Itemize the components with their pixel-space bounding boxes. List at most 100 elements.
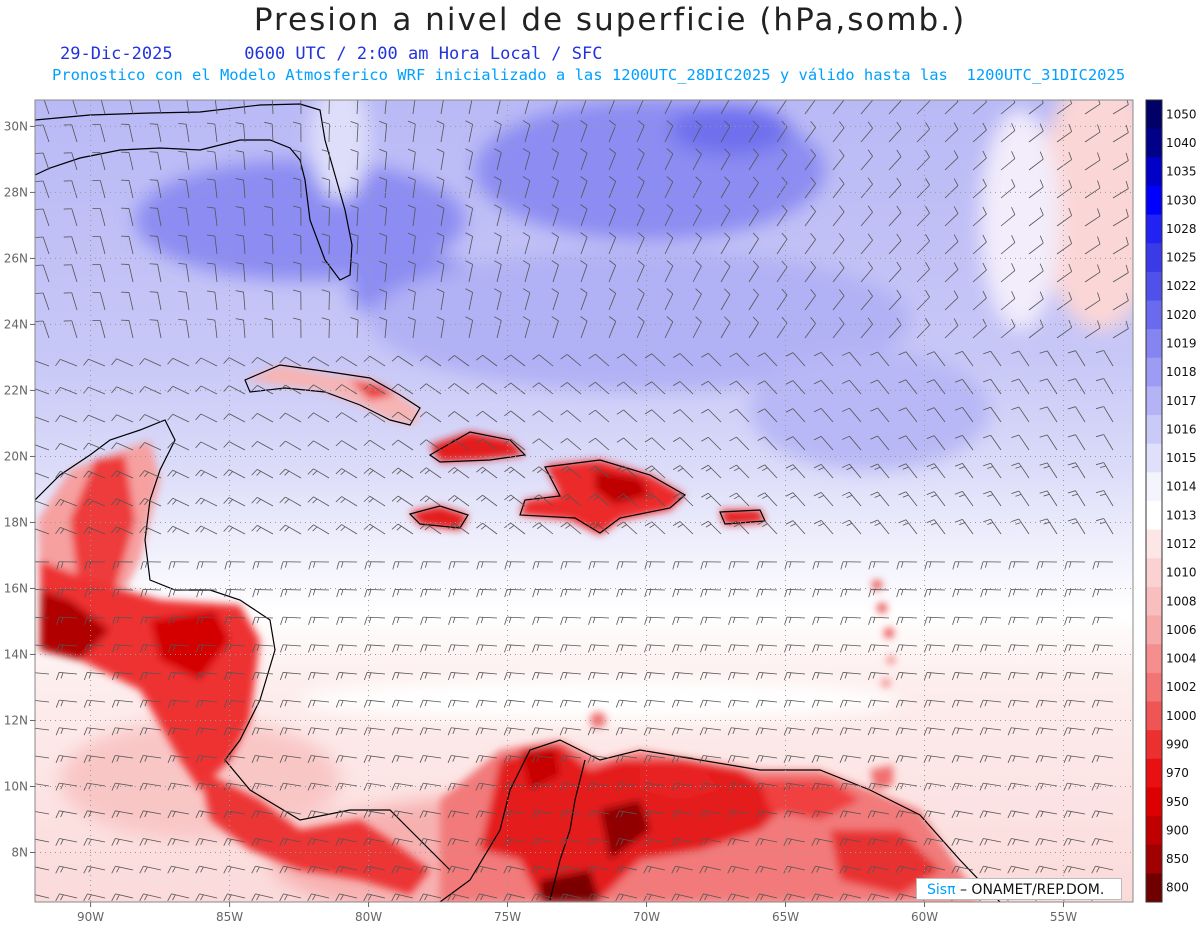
model-info-line: Pronostico con el Modelo Atmosferico WRF… xyxy=(52,66,1126,84)
wind-barb xyxy=(1000,235,1016,255)
wind-barb xyxy=(1028,207,1044,227)
wind-barb xyxy=(412,100,416,115)
wind-barb xyxy=(364,616,386,625)
wind-barb xyxy=(860,177,873,199)
wind-barb xyxy=(720,120,731,143)
wind-barb xyxy=(206,262,218,283)
wind-barb xyxy=(923,727,946,736)
wind-barb xyxy=(522,120,531,143)
wind-barb xyxy=(335,810,358,819)
wind-barb xyxy=(923,810,946,819)
wind-barb xyxy=(504,561,526,570)
wind-barb xyxy=(307,893,330,902)
wind-barb xyxy=(701,352,722,367)
wind-barb xyxy=(391,495,414,507)
wind-barb xyxy=(1112,292,1129,311)
wind-barb xyxy=(522,288,531,311)
colorbar-swatch xyxy=(1146,472,1162,502)
wind-barb xyxy=(1036,561,1058,570)
wind-barb xyxy=(419,865,442,874)
wind-barb xyxy=(587,699,610,708)
wind-barb xyxy=(664,288,674,311)
wind-barb xyxy=(812,616,834,625)
wind-barb xyxy=(279,524,302,535)
wind-barb xyxy=(436,316,445,339)
wind-barb xyxy=(1063,755,1086,763)
wind-barb xyxy=(700,644,722,653)
wind-barb xyxy=(813,352,834,367)
wind-barb xyxy=(701,380,722,395)
wind-barb xyxy=(748,204,759,227)
wind-barb xyxy=(842,407,862,423)
wind-barb xyxy=(475,672,498,681)
wind-barb xyxy=(867,727,890,736)
wind-barb xyxy=(420,616,442,625)
wind-barb xyxy=(206,290,218,311)
wind-barb xyxy=(63,236,78,255)
map-frame xyxy=(34,99,1134,903)
wind-barb xyxy=(494,232,502,255)
wind-barb xyxy=(1095,350,1114,367)
wind-barb xyxy=(616,437,638,451)
wind-barb xyxy=(279,755,302,763)
wind-barb xyxy=(139,526,162,535)
wind-barb xyxy=(532,589,554,598)
wind-barb xyxy=(1095,490,1114,507)
wind-barb xyxy=(888,177,902,199)
wind-barb xyxy=(643,672,666,681)
wind-barb xyxy=(860,317,873,339)
wind-barb xyxy=(195,357,218,367)
wind-barb xyxy=(580,100,587,115)
wind-barb xyxy=(532,354,554,367)
colorbar-label: 1025 xyxy=(1166,251,1197,265)
wind-barb xyxy=(924,561,946,570)
wind-barb xyxy=(916,234,930,255)
wind-barb xyxy=(379,232,388,255)
wind-barb xyxy=(476,589,498,598)
wind-barb xyxy=(447,865,470,874)
wind-barb xyxy=(63,180,78,199)
wind-barb xyxy=(140,644,162,653)
wind-barb xyxy=(149,291,162,311)
wind-barb xyxy=(168,644,190,653)
wind-barb xyxy=(379,204,388,227)
wind-barb xyxy=(672,644,694,653)
wind-barb xyxy=(251,672,274,681)
wind-barb xyxy=(811,782,834,791)
wind-barb xyxy=(391,467,414,479)
wind-barb xyxy=(983,518,1002,535)
wind-barb xyxy=(475,782,498,791)
wind-barb xyxy=(811,699,834,708)
wind-barb xyxy=(364,644,386,653)
wind-barb xyxy=(503,727,526,736)
wind-barb xyxy=(391,439,414,451)
wind-barb xyxy=(870,407,890,423)
wind-barb xyxy=(167,810,190,819)
wind-barb xyxy=(1007,699,1030,708)
wind-barb xyxy=(307,412,330,423)
wind-barb xyxy=(522,204,531,227)
wind-barb xyxy=(560,522,582,535)
wind-barb xyxy=(926,463,946,479)
wind-barb xyxy=(757,520,778,535)
colorbar-label: 1010 xyxy=(1166,566,1197,580)
wind-barb xyxy=(867,810,890,819)
wind-barb xyxy=(671,755,694,763)
wind-barb xyxy=(364,589,386,598)
wind-barb xyxy=(804,288,816,311)
wind-barb xyxy=(308,644,330,653)
wind-barb xyxy=(952,561,974,570)
wind-barb xyxy=(167,469,190,479)
wind-barb xyxy=(559,727,582,736)
wind-barb xyxy=(35,838,50,843)
wind-barb xyxy=(335,468,358,479)
wind-barb xyxy=(350,121,359,143)
wind-barb xyxy=(923,865,946,874)
wind-barb xyxy=(167,497,190,507)
wind-barb xyxy=(436,288,445,311)
wind-barb xyxy=(972,290,987,311)
wind-barb xyxy=(280,616,302,625)
wind-barb xyxy=(1028,291,1044,311)
wind-barb xyxy=(264,261,274,283)
